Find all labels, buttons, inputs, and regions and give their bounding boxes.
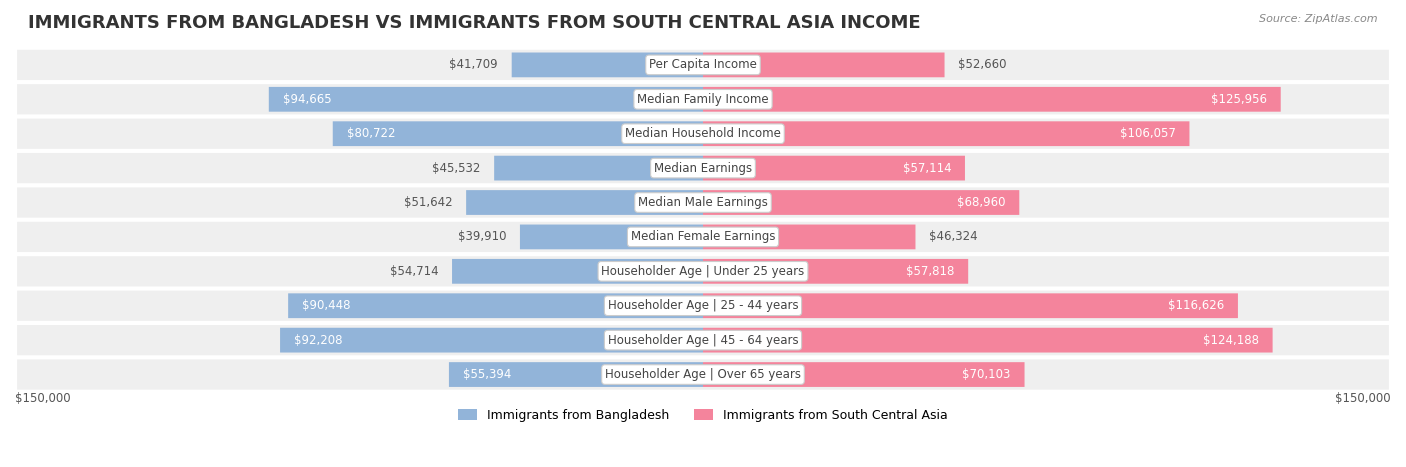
- FancyBboxPatch shape: [15, 83, 1391, 116]
- Text: $150,000: $150,000: [15, 392, 70, 405]
- Text: $51,642: $51,642: [404, 196, 453, 209]
- FancyBboxPatch shape: [15, 289, 1391, 322]
- FancyBboxPatch shape: [15, 117, 1391, 150]
- Text: $52,660: $52,660: [959, 58, 1007, 71]
- FancyBboxPatch shape: [333, 121, 703, 146]
- Text: Householder Age | Under 25 years: Householder Age | Under 25 years: [602, 265, 804, 278]
- FancyBboxPatch shape: [15, 49, 1391, 81]
- Text: $80,722: $80,722: [346, 127, 395, 140]
- Text: $39,910: $39,910: [458, 230, 506, 243]
- Text: $92,208: $92,208: [294, 333, 342, 347]
- Legend: Immigrants from Bangladesh, Immigrants from South Central Asia: Immigrants from Bangladesh, Immigrants f…: [453, 404, 953, 427]
- Text: $68,960: $68,960: [957, 196, 1005, 209]
- FancyBboxPatch shape: [703, 362, 1025, 387]
- FancyBboxPatch shape: [703, 121, 1189, 146]
- Text: $94,665: $94,665: [283, 93, 332, 106]
- FancyBboxPatch shape: [703, 225, 915, 249]
- Text: Median Household Income: Median Household Income: [626, 127, 780, 140]
- FancyBboxPatch shape: [520, 225, 703, 249]
- FancyBboxPatch shape: [703, 190, 1019, 215]
- FancyBboxPatch shape: [453, 259, 703, 284]
- Text: $116,626: $116,626: [1168, 299, 1225, 312]
- FancyBboxPatch shape: [467, 190, 703, 215]
- FancyBboxPatch shape: [703, 293, 1237, 318]
- Text: IMMIGRANTS FROM BANGLADESH VS IMMIGRANTS FROM SOUTH CENTRAL ASIA INCOME: IMMIGRANTS FROM BANGLADESH VS IMMIGRANTS…: [28, 14, 921, 32]
- Text: Householder Age | 45 - 64 years: Householder Age | 45 - 64 years: [607, 333, 799, 347]
- FancyBboxPatch shape: [15, 358, 1391, 391]
- Text: Median Male Earnings: Median Male Earnings: [638, 196, 768, 209]
- FancyBboxPatch shape: [494, 156, 703, 181]
- FancyBboxPatch shape: [703, 259, 969, 284]
- Text: Median Female Earnings: Median Female Earnings: [631, 230, 775, 243]
- Text: Per Capita Income: Per Capita Income: [650, 58, 756, 71]
- FancyBboxPatch shape: [512, 52, 703, 77]
- Text: Median Earnings: Median Earnings: [654, 162, 752, 175]
- FancyBboxPatch shape: [15, 152, 1391, 184]
- FancyBboxPatch shape: [449, 362, 703, 387]
- Text: $90,448: $90,448: [302, 299, 350, 312]
- FancyBboxPatch shape: [703, 328, 1272, 353]
- Text: $41,709: $41,709: [450, 58, 498, 71]
- Text: Householder Age | 25 - 44 years: Householder Age | 25 - 44 years: [607, 299, 799, 312]
- Text: $125,956: $125,956: [1211, 93, 1267, 106]
- Text: $70,103: $70,103: [962, 368, 1011, 381]
- FancyBboxPatch shape: [15, 220, 1391, 254]
- Text: $150,000: $150,000: [1336, 392, 1391, 405]
- FancyBboxPatch shape: [703, 52, 945, 77]
- FancyBboxPatch shape: [15, 186, 1391, 219]
- Text: $106,057: $106,057: [1119, 127, 1175, 140]
- Text: $55,394: $55,394: [463, 368, 510, 381]
- Text: $57,114: $57,114: [903, 162, 952, 175]
- FancyBboxPatch shape: [15, 255, 1391, 288]
- FancyBboxPatch shape: [280, 328, 703, 353]
- Text: Householder Age | Over 65 years: Householder Age | Over 65 years: [605, 368, 801, 381]
- Text: Median Family Income: Median Family Income: [637, 93, 769, 106]
- Text: $46,324: $46,324: [929, 230, 977, 243]
- Text: $124,188: $124,188: [1204, 333, 1258, 347]
- FancyBboxPatch shape: [703, 87, 1281, 112]
- Text: Source: ZipAtlas.com: Source: ZipAtlas.com: [1260, 14, 1378, 24]
- Text: $54,714: $54,714: [389, 265, 439, 278]
- FancyBboxPatch shape: [703, 156, 965, 181]
- FancyBboxPatch shape: [269, 87, 703, 112]
- Text: $57,818: $57,818: [905, 265, 955, 278]
- FancyBboxPatch shape: [15, 324, 1391, 357]
- FancyBboxPatch shape: [288, 293, 703, 318]
- Text: $45,532: $45,532: [432, 162, 481, 175]
